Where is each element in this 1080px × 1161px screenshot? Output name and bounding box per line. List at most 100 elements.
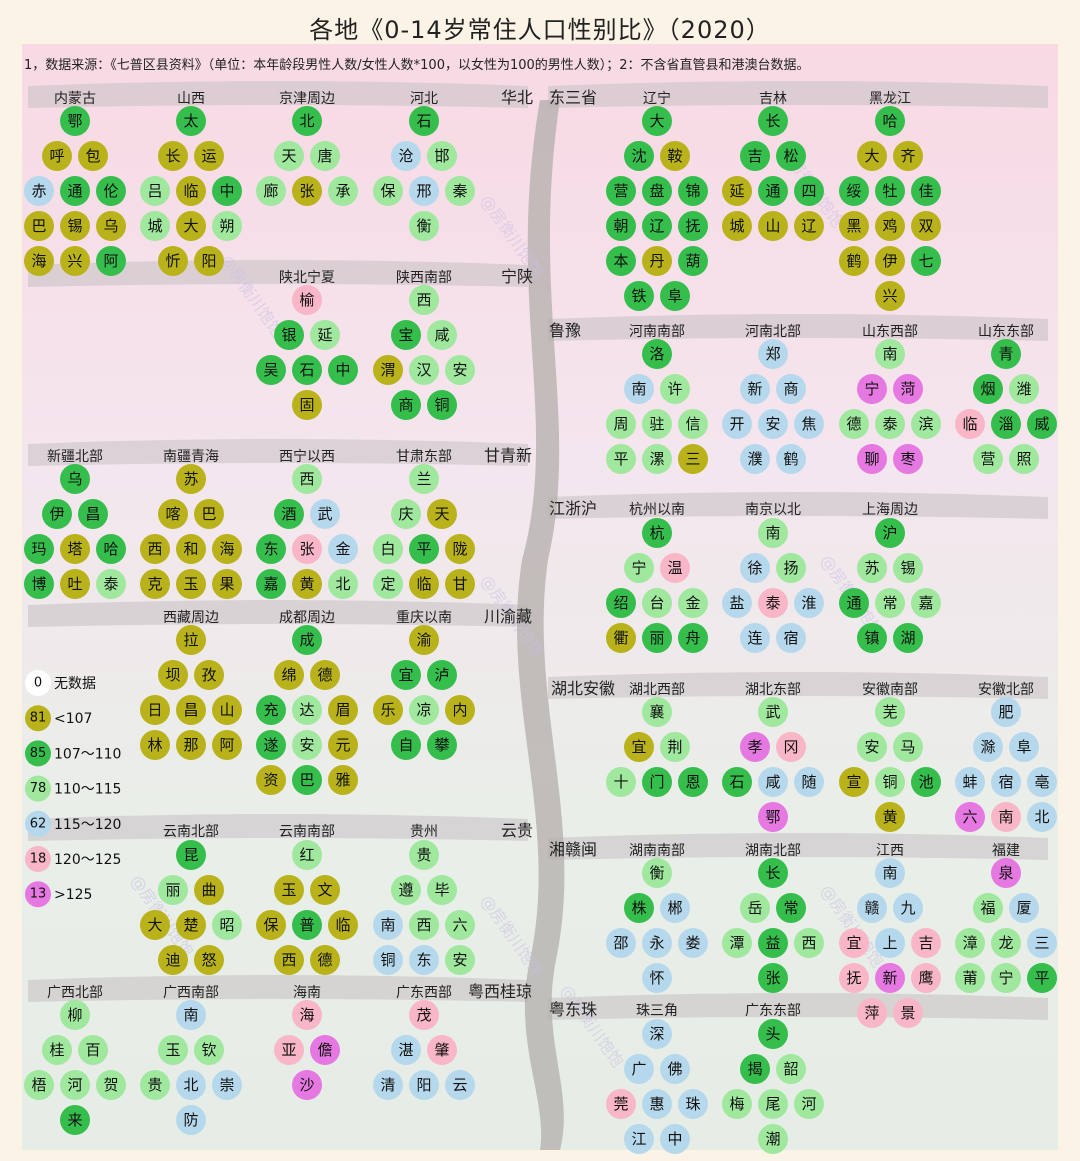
city-circle: [991, 339, 1021, 369]
city-label: 武: [765, 703, 780, 721]
city-mark: 成: [292, 625, 322, 655]
city-label: 温: [667, 559, 682, 577]
city-circle: [660, 553, 690, 583]
city-label: 东: [416, 951, 431, 969]
city-circle: [292, 1070, 322, 1100]
city-mark: 郴: [660, 893, 690, 923]
city-circle: [1009, 444, 1039, 474]
city-circle: [758, 409, 788, 439]
city-circle: [722, 588, 752, 618]
legend-item: 62 115～120: [25, 810, 121, 837]
city-label: 桂: [49, 1041, 64, 1059]
legend-count: 13: [30, 887, 47, 902]
city-mark: 坝: [158, 660, 188, 690]
city-label: 信: [685, 415, 700, 433]
city-label: 鄂: [67, 112, 82, 130]
city-label: 鹤: [846, 252, 861, 270]
city-mark: 濮: [740, 444, 770, 474]
city-circle: [292, 625, 322, 655]
city-label: 那: [183, 736, 198, 754]
city-label: 徐: [747, 559, 762, 577]
city-mark: 包: [78, 141, 108, 171]
legend-label: 107～110: [54, 746, 121, 762]
city-mark: 清: [373, 1070, 403, 1100]
city-circle: [893, 444, 923, 474]
city-circle: [212, 695, 242, 725]
city-circle: [624, 553, 654, 583]
region-band: [548, 993, 1048, 1020]
city-mark: 太: [176, 106, 206, 136]
city-circle: [624, 141, 654, 171]
city-mark: 南: [373, 910, 403, 940]
city-mark: 资: [256, 765, 286, 795]
city-mark: 潍: [1009, 374, 1039, 404]
city-mark: 鹰: [911, 963, 941, 993]
city-mark: 尾: [758, 1089, 788, 1119]
city-label: 兰: [416, 470, 431, 488]
city-mark: 来: [60, 1105, 90, 1135]
city-circle: [292, 1000, 322, 1030]
city-label: 锡: [900, 559, 915, 577]
city-circle: [624, 893, 654, 923]
city-label: 眉: [335, 701, 350, 719]
city-label: 辽: [649, 217, 664, 235]
city-circle: [176, 464, 206, 494]
city-circle: [642, 409, 672, 439]
city-label: 呼: [49, 147, 64, 165]
city-label: 营: [980, 450, 995, 468]
city-mark: 锡: [893, 553, 923, 583]
city-label: 吴: [263, 361, 278, 379]
city-mark: 宿: [991, 767, 1021, 797]
city-circle: [776, 141, 806, 171]
city-circle: [1009, 374, 1039, 404]
city-label: 梅: [729, 1095, 744, 1113]
city-mark: 葫: [678, 246, 708, 276]
city-circle: [642, 1019, 672, 1049]
group-label: 河北: [410, 91, 438, 107]
city-circle: [60, 1000, 90, 1030]
city-circle: [310, 499, 340, 529]
region-label: 宁陕: [501, 267, 533, 286]
city-circle: [310, 875, 340, 905]
group-label: 江西: [876, 843, 904, 859]
city-mark: 沧: [391, 141, 421, 171]
city-label: 巴: [299, 771, 314, 789]
city-circle: [875, 802, 905, 832]
city-label: 迪: [165, 951, 180, 969]
legend-count: 78: [30, 781, 47, 796]
city-mark: 儋: [310, 1035, 340, 1065]
city-mark: 咸: [758, 767, 788, 797]
city-label: 莆: [962, 969, 977, 987]
city-mark: 三: [1027, 928, 1057, 958]
city-label: 拉: [183, 631, 198, 649]
city-circle: [140, 569, 170, 599]
city-mark: 乐: [373, 695, 403, 725]
city-circle: [794, 211, 824, 241]
city-label: 龙: [998, 934, 1013, 952]
city-mark: 哈: [875, 106, 905, 136]
city-circle: [445, 176, 475, 206]
city-label: 白: [380, 540, 395, 558]
city-label: 苏: [183, 470, 198, 488]
group-label: 甘肃东部: [396, 449, 452, 465]
region-band: [548, 833, 1048, 860]
city-circle: [955, 963, 985, 993]
city-mark: 周: [606, 409, 636, 439]
city-label: 淮: [801, 594, 816, 612]
city-circle: [794, 588, 824, 618]
city-circle: [893, 553, 923, 583]
city-circle: [78, 141, 108, 171]
city-mark: 聊: [857, 444, 887, 474]
city-label: 城: [729, 217, 744, 235]
city-mark: 遵: [391, 875, 421, 905]
city-label: 铁: [631, 287, 646, 305]
city-label: 十: [613, 773, 628, 791]
city-mark: 锦: [678, 176, 708, 206]
city-mark: 梅: [722, 1089, 752, 1119]
city-circle: [606, 211, 636, 241]
city-circle: [740, 623, 770, 653]
city-circle: [158, 1035, 188, 1065]
city-label: 南: [380, 916, 395, 934]
city-mark: 盘: [642, 176, 672, 206]
city-mark: 衢: [606, 623, 636, 653]
